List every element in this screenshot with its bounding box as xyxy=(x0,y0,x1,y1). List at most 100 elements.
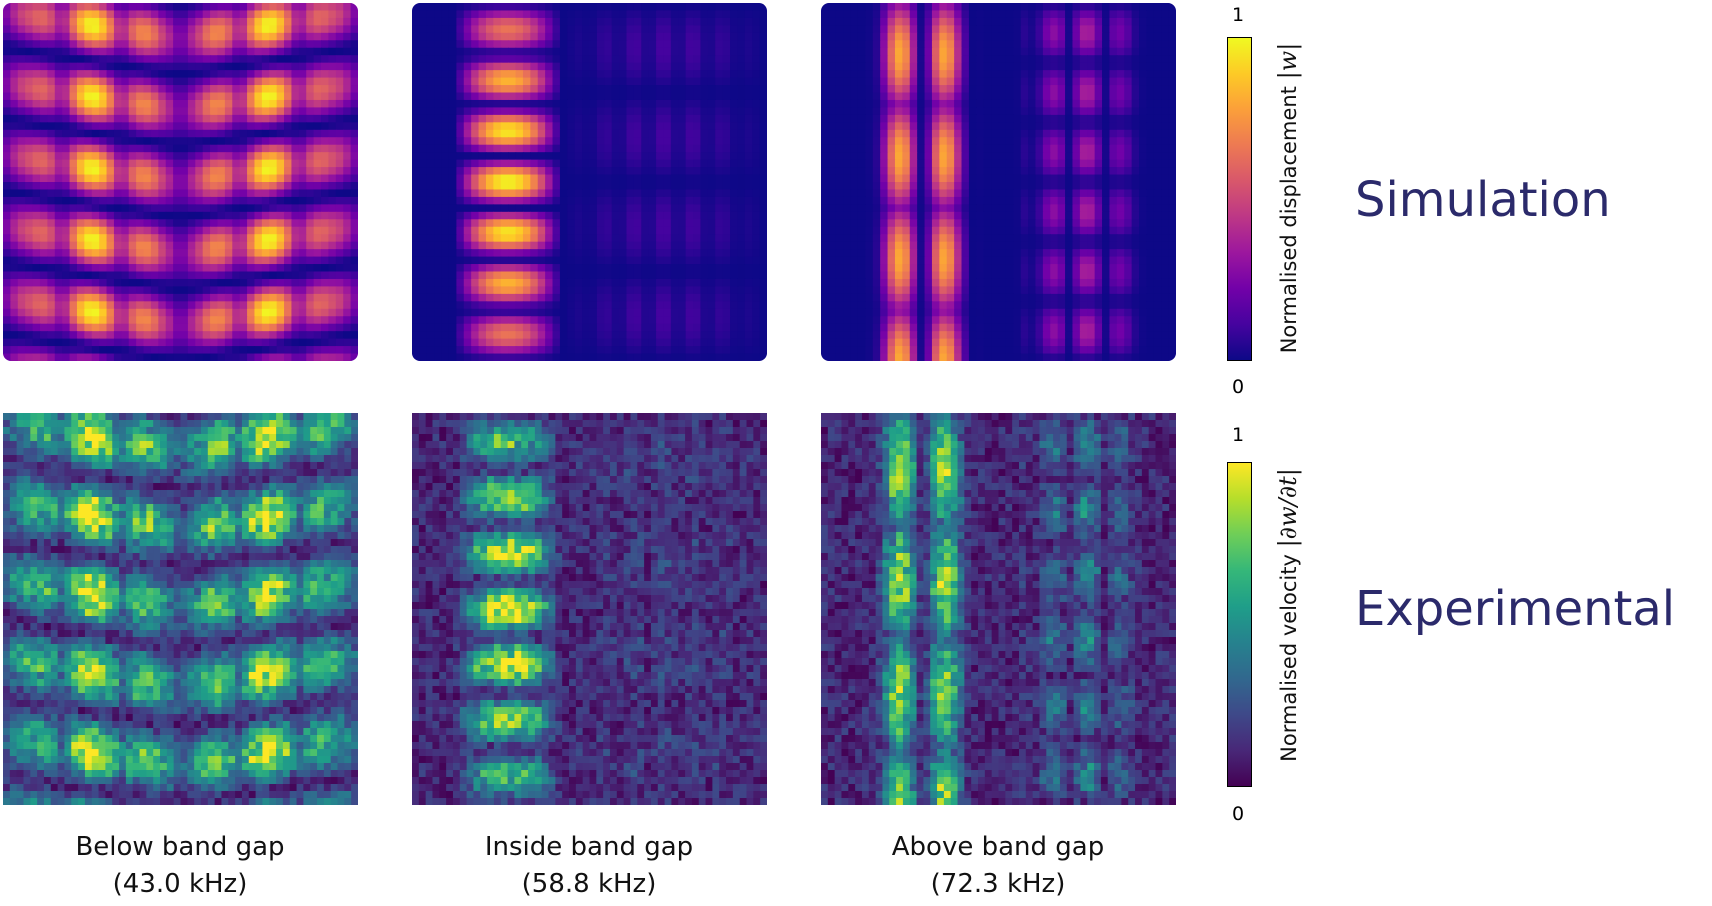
field-cell xyxy=(909,32,918,41)
field-cell xyxy=(84,85,93,94)
field-cell xyxy=(582,77,591,86)
field-cell xyxy=(515,293,524,302)
field-cell xyxy=(493,323,502,332)
field-cell xyxy=(217,331,226,340)
field-cell xyxy=(54,70,63,79)
field-cell xyxy=(284,114,293,123)
field-cell xyxy=(69,144,78,153)
field-cell xyxy=(328,234,337,243)
field-cell xyxy=(306,114,315,123)
field-cell xyxy=(463,99,472,109)
field-cell xyxy=(626,144,635,153)
field-cell xyxy=(574,92,583,101)
field-cell xyxy=(39,264,48,273)
field-cell xyxy=(106,137,115,146)
field-cell xyxy=(545,152,554,161)
field-cell xyxy=(269,353,278,361)
field-cell xyxy=(924,47,933,56)
field-cell xyxy=(276,167,285,176)
field-cell xyxy=(3,286,11,295)
field-cell xyxy=(99,338,108,347)
field-cell xyxy=(328,122,337,131)
field-cell xyxy=(412,338,420,347)
field-cell xyxy=(128,293,137,302)
field-cell xyxy=(961,40,970,49)
field-cell xyxy=(335,32,344,41)
field-cell xyxy=(113,55,122,64)
field-cell xyxy=(508,204,517,213)
field-cell xyxy=(187,129,196,138)
field-cell xyxy=(62,204,71,213)
field-cell xyxy=(419,32,428,41)
field-cell xyxy=(165,25,174,34)
field-cell xyxy=(276,338,285,347)
field-cell xyxy=(239,346,248,355)
field-cell xyxy=(441,278,450,288)
field-cell xyxy=(276,3,285,12)
field-cell xyxy=(596,40,605,49)
field-cell xyxy=(485,70,494,79)
field-cell xyxy=(313,353,322,361)
field-cell xyxy=(626,264,635,273)
field-cell xyxy=(76,159,85,168)
field-cell xyxy=(759,293,767,302)
field-cell xyxy=(611,301,620,310)
field-cell xyxy=(99,241,108,250)
field-cell xyxy=(619,17,628,26)
field-cell xyxy=(515,271,524,280)
field-cell xyxy=(485,182,494,191)
field-cell xyxy=(426,107,435,116)
field-cell xyxy=(298,17,307,26)
field-cell xyxy=(641,137,650,146)
field-cell xyxy=(121,129,130,138)
field-cell xyxy=(195,211,204,220)
field-cell xyxy=(611,271,620,280)
field-cell xyxy=(493,226,502,235)
field-cell xyxy=(47,99,56,109)
field-cell xyxy=(313,10,322,19)
field-cell xyxy=(1139,55,1148,64)
field-cell xyxy=(136,77,145,86)
field-cell xyxy=(752,129,761,138)
field-cell xyxy=(619,189,628,198)
field-cell xyxy=(611,346,620,355)
field-cell xyxy=(626,182,635,191)
field-cell xyxy=(32,316,41,325)
field-cell xyxy=(143,226,152,235)
field-cell xyxy=(54,55,63,64)
field-cell xyxy=(261,293,270,302)
field-cell xyxy=(463,338,472,347)
field-cell xyxy=(121,62,130,71)
field-cell xyxy=(685,249,694,258)
field-cell xyxy=(47,25,56,34)
field-cell xyxy=(656,77,665,86)
field-cell xyxy=(909,55,918,64)
field-cell xyxy=(195,249,204,258)
field-cell xyxy=(106,293,115,302)
field-cell xyxy=(99,189,108,198)
field-cell xyxy=(931,55,940,64)
field-cell xyxy=(648,114,657,123)
field-cell xyxy=(485,316,494,325)
field-cell xyxy=(700,25,709,34)
field-cell xyxy=(261,55,270,64)
field-cell xyxy=(291,167,300,176)
field-cell xyxy=(737,137,746,146)
field-cell xyxy=(545,55,554,64)
field-cell xyxy=(500,256,509,265)
field-cell xyxy=(158,62,167,71)
field-cell xyxy=(471,189,480,198)
field-cell xyxy=(582,25,591,34)
field-cell xyxy=(685,196,694,205)
field-cell xyxy=(32,62,41,71)
field-cell xyxy=(939,55,948,64)
field-cell xyxy=(744,204,753,213)
field-cell xyxy=(187,137,196,146)
field-cell xyxy=(291,234,300,243)
field-cell xyxy=(62,338,71,347)
field-cell xyxy=(448,234,457,243)
field-cell xyxy=(113,92,122,101)
field-cell xyxy=(121,70,130,79)
field-cell xyxy=(663,308,672,317)
field-cell xyxy=(641,346,650,355)
